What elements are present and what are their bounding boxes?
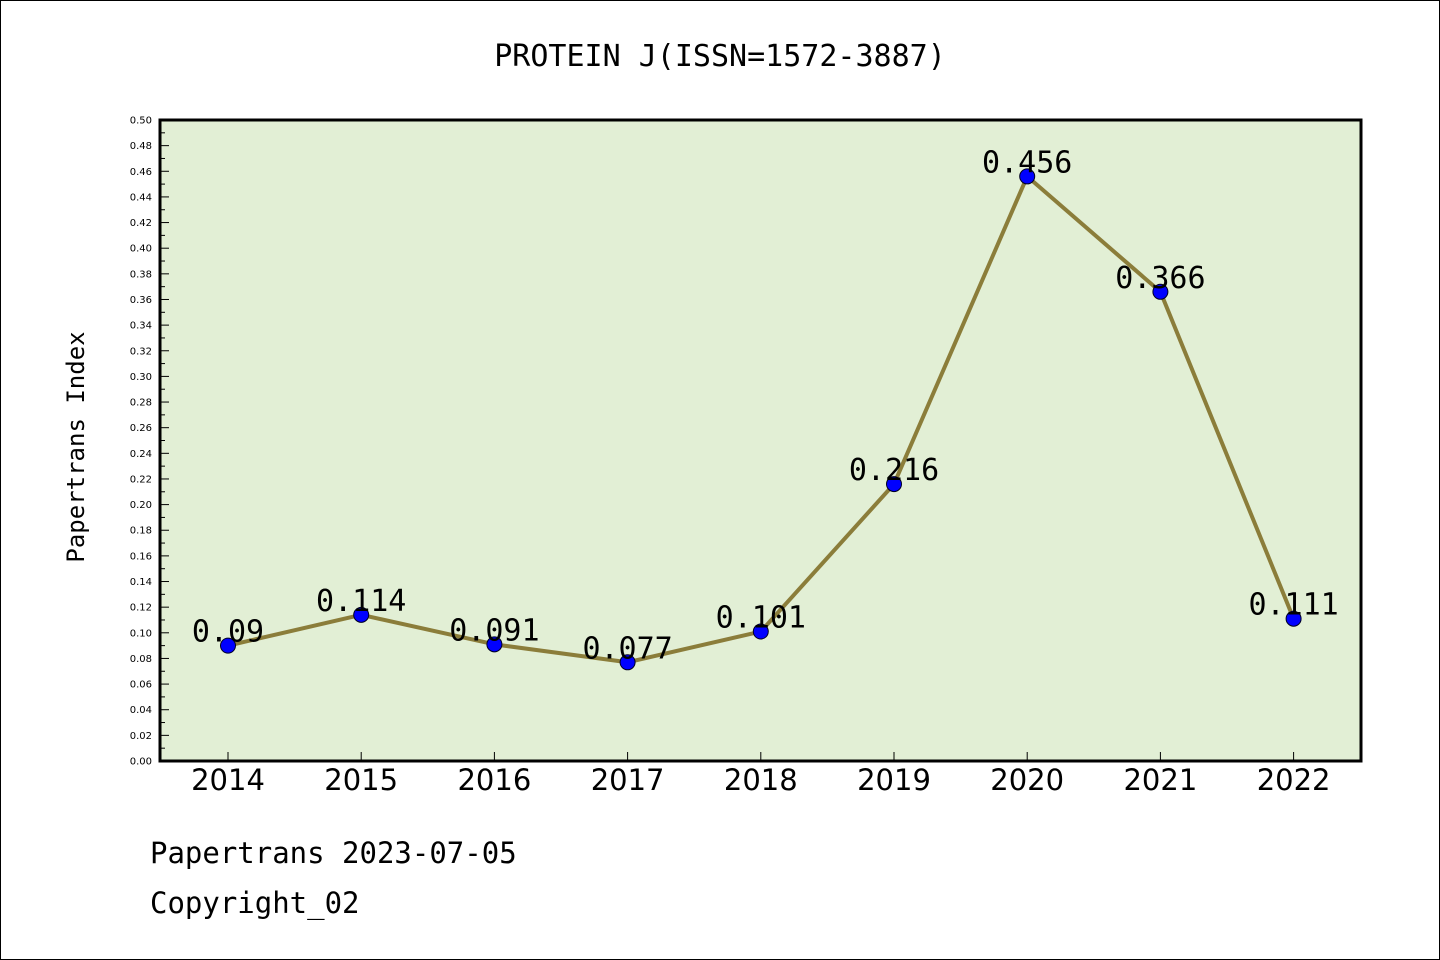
y-tick-label: 0.22 (130, 474, 152, 485)
data-label-2016: 0.091 (449, 613, 539, 648)
data-label-2015: 0.114 (316, 584, 406, 619)
x-tick-label: 2022 (1257, 763, 1331, 797)
data-point-2022 (1285, 610, 1302, 627)
x-tick-label: 2019 (857, 763, 931, 797)
data-point-2018 (752, 623, 769, 640)
data-point-2016 (486, 636, 503, 653)
y-tick-label: 0.06 (130, 680, 152, 691)
y-tick-label: 0.04 (130, 705, 152, 716)
y-tick-label: 0.20 (130, 500, 152, 511)
data-point-2019 (886, 476, 902, 493)
data-labels-group: 0.09 0.114 0.091 0.077 0.101 0.216 0.456 0.366 0… (192, 145, 1339, 666)
x-tick-label: 2021 (1123, 763, 1197, 797)
y-tick-label: 0.30 (130, 372, 152, 383)
y-tick-label: 0.44 (130, 192, 152, 203)
y-tick-label: 0.40 (130, 244, 152, 255)
y-tick-label: 0.10 (130, 628, 152, 639)
y-tick-label: 0.02 (130, 731, 152, 742)
x-axis: 2014 2015 2016 2017 2018 2019 2020 2021 2022 (191, 752, 1331, 797)
data-point-2014 (220, 637, 236, 654)
x-tick-label: 2014 (191, 763, 265, 797)
x-tick-label: 2018 (724, 763, 798, 797)
plot-area (158, 118, 1363, 763)
chart-title: PROTEIN J(ISSN=1572-3887) (494, 39, 946, 74)
y-tick-label: 0.26 (130, 423, 152, 434)
data-point-2017 (619, 654, 636, 671)
data-label-2018: 0.101 (716, 601, 806, 636)
y-tick-label: 0.46 (130, 167, 152, 178)
y-tick-label: 0.50 (130, 116, 152, 127)
y-tick-label: 0.38 (130, 269, 152, 280)
y-tick-label: 0.18 (130, 526, 152, 537)
y-tick-label: 0.36 (130, 295, 152, 306)
y-tick-label: 0.24 (130, 449, 152, 460)
data-point-2015 (353, 606, 370, 623)
x-tick-label: 2016 (457, 763, 531, 797)
y-tick-label: 0.08 (130, 654, 152, 665)
data-label-2017: 0.077 (582, 631, 672, 666)
data-label-2020: 0.456 (982, 145, 1072, 180)
x-tick-label: 2017 (591, 763, 665, 797)
data-label-2014: 0.09 (192, 615, 264, 650)
y-tick-label: 0.48 (130, 141, 152, 152)
footer-copyright-line: Copyright_02 (150, 886, 360, 920)
data-label-2021: 0.366 (1115, 261, 1205, 296)
y-tick-label: 0.42 (130, 218, 152, 229)
y-tick-label: 0.34 (130, 321, 152, 332)
y-axis-label: Papertrans Index (62, 331, 90, 562)
y-tick-label: 0.12 (130, 603, 152, 614)
data-label-2022: 0.111 (1248, 588, 1338, 623)
y-tick-label: 0.16 (130, 551, 152, 562)
y-tick-label: 0.28 (130, 398, 152, 409)
data-point-2021 (1152, 283, 1169, 300)
data-label-2019: 0.216 (849, 453, 939, 488)
y-tick-label: 0.32 (130, 346, 152, 357)
markers-group (220, 168, 1302, 671)
x-tick-label: 2015 (324, 763, 398, 797)
x-tick-label: 2020 (990, 763, 1064, 797)
y-tick-label: 0.00 (130, 757, 152, 768)
data-point-2020 (1019, 168, 1036, 185)
footer-date-line: Papertrans 2023-07-05 (150, 836, 517, 870)
y-tick-label: 0.14 (130, 577, 152, 588)
y-axis: 0.00 0.02 0.04 0.06 0.08 0.10 0.12 0.14 0.16 0.18… (130, 116, 169, 768)
